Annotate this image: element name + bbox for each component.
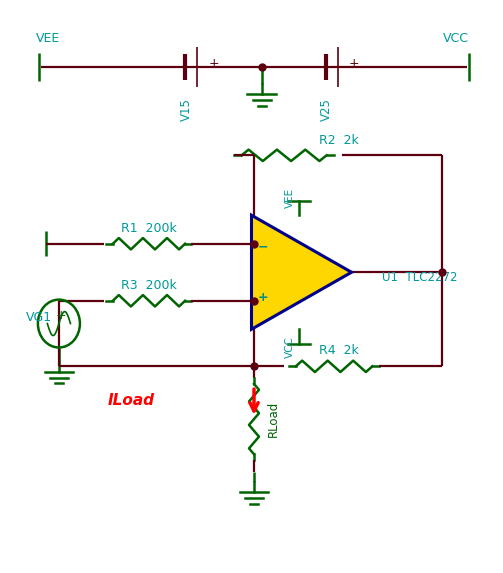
Text: R3  200k: R3 200k [121, 279, 177, 292]
Text: +: + [257, 292, 268, 304]
Text: U1  TLC2272: U1 TLC2272 [382, 272, 457, 284]
Text: VG1: VG1 [26, 311, 52, 324]
Text: R2  2k: R2 2k [319, 134, 359, 147]
Text: VEE: VEE [36, 32, 61, 45]
Text: V15: V15 [180, 99, 193, 121]
Text: VEE: VEE [285, 189, 295, 209]
Text: +: + [349, 57, 360, 70]
Polygon shape [252, 215, 352, 329]
Text: R4  2k: R4 2k [319, 344, 359, 357]
Text: ILoad: ILoad [108, 393, 155, 408]
Text: V25: V25 [320, 99, 333, 121]
Text: VCC: VCC [285, 336, 295, 358]
Text: R1  200k: R1 200k [121, 222, 177, 235]
Text: −: − [257, 240, 268, 253]
Text: +: + [209, 57, 220, 70]
Text: RLoad: RLoad [267, 401, 280, 437]
Text: VCC: VCC [443, 32, 469, 45]
Text: +: + [56, 308, 67, 321]
